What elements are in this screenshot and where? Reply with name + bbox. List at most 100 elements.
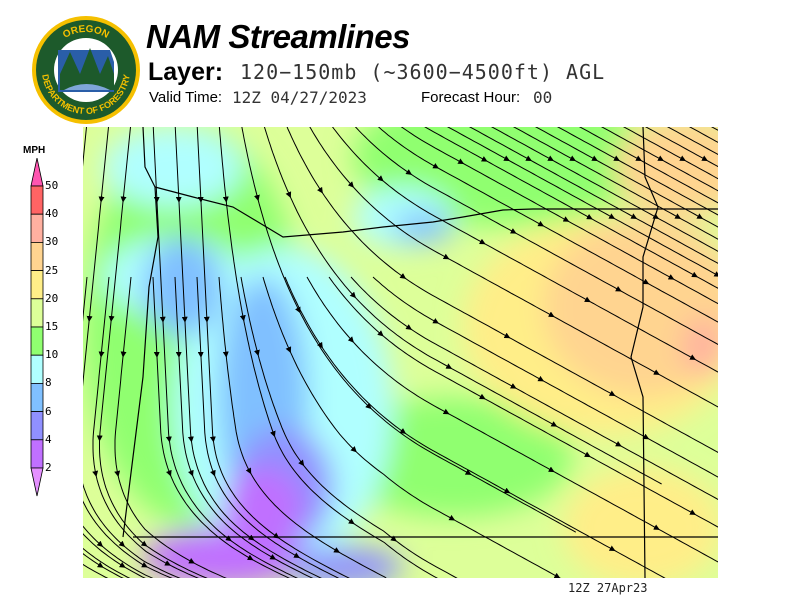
streamline-arrow bbox=[689, 354, 696, 360]
streamline bbox=[688, 127, 718, 143]
streamline-arrow bbox=[635, 155, 642, 162]
map-valid-time-footer: 12Z 27Apr23 bbox=[568, 581, 648, 595]
svg-text:OREGON: OREGON bbox=[61, 24, 111, 41]
streamline-arrow bbox=[442, 408, 450, 415]
streamline-arrow bbox=[390, 535, 397, 542]
streamline-arrow bbox=[285, 346, 292, 354]
streamline-arrow bbox=[584, 296, 591, 303]
streamline-arrow bbox=[272, 532, 280, 539]
streamline-arrow bbox=[652, 213, 660, 219]
colorbar-tick: 50 bbox=[45, 179, 59, 192]
streamline bbox=[196, 127, 350, 578]
colorbar-tick: 30 bbox=[45, 235, 59, 249]
streamline-arrow bbox=[295, 306, 301, 314]
streamline bbox=[512, 127, 718, 240]
streamline bbox=[666, 127, 718, 156]
streamline-arrow bbox=[349, 291, 356, 299]
streamline-arrow bbox=[350, 446, 357, 453]
streamline-arrow bbox=[377, 330, 384, 337]
streamline bbox=[263, 127, 662, 485]
colorbar-segment bbox=[30, 298, 44, 328]
streamline-arrow bbox=[547, 466, 555, 473]
streamline-arrow bbox=[503, 155, 510, 162]
colorbar-segment bbox=[30, 411, 44, 441]
streamline bbox=[622, 127, 718, 180]
streamline-arrow bbox=[547, 311, 555, 318]
streamline bbox=[490, 127, 718, 252]
streamline-arrow bbox=[97, 561, 104, 568]
streamline-arrow bbox=[509, 383, 517, 389]
streamline bbox=[644, 127, 718, 168]
streamline-map bbox=[83, 127, 718, 578]
streamline-arrow bbox=[377, 175, 384, 182]
streamline-arrow bbox=[405, 169, 413, 175]
colorbar-segment bbox=[30, 382, 44, 412]
streamline-arrow bbox=[642, 278, 650, 285]
streamline-arrow bbox=[657, 155, 664, 162]
streamline bbox=[152, 127, 298, 578]
streamline bbox=[241, 127, 577, 533]
streamline bbox=[284, 276, 666, 578]
streamline-arrow bbox=[653, 369, 660, 375]
streamline-arrow bbox=[245, 467, 252, 475]
streamline-arrow bbox=[114, 470, 121, 477]
streamline-arrow bbox=[586, 213, 593, 220]
streamline-arrow bbox=[333, 547, 341, 553]
streamlines bbox=[83, 127, 718, 578]
streamline-arrow bbox=[166, 469, 172, 477]
streamline-arrow bbox=[691, 271, 698, 278]
streamline-arrow bbox=[674, 213, 682, 219]
streamline-arrow bbox=[317, 186, 323, 194]
streamline-arrow bbox=[562, 216, 570, 222]
streamline-arrow bbox=[630, 213, 638, 219]
streamline-arrow bbox=[503, 332, 511, 339]
colorbar-under-triangle bbox=[30, 467, 44, 497]
colorbar-over-triangle bbox=[30, 158, 44, 187]
colorbar-segment bbox=[30, 242, 44, 272]
streamline-arrow bbox=[547, 155, 554, 162]
streamline-arrow bbox=[348, 518, 355, 525]
colorbar-tick: 25 bbox=[45, 263, 59, 277]
streamline-arrow bbox=[457, 158, 465, 164]
streamline bbox=[83, 553, 124, 578]
page-title: NAM Streamlines bbox=[146, 18, 410, 55]
streamline-arrow bbox=[118, 540, 126, 547]
streamline-arrow bbox=[615, 285, 622, 292]
streamline-arrow bbox=[701, 155, 708, 162]
streamline bbox=[556, 127, 718, 216]
streamline-arrow bbox=[140, 540, 148, 547]
valid-time-value: 12Z 04/27/2023 bbox=[232, 88, 367, 107]
layer-label: Layer: bbox=[148, 58, 224, 86]
streamline-arrow bbox=[615, 440, 622, 447]
streamline-arrow bbox=[509, 228, 517, 234]
streamline bbox=[446, 127, 718, 277]
streamline-arrow bbox=[188, 558, 195, 564]
streamline-arrow bbox=[503, 487, 511, 494]
streamline bbox=[83, 276, 173, 578]
streamline bbox=[578, 127, 718, 204]
streamline-arrow bbox=[432, 318, 440, 324]
streamline-arrow bbox=[448, 514, 456, 521]
oregon-department-of-forestry-logo: OREGON DEPARTMENT OF FORESTRY bbox=[32, 16, 140, 124]
colorbar-segment bbox=[30, 185, 44, 215]
colorbar-tick: 20 bbox=[45, 291, 59, 305]
colorbar-tick: 6 bbox=[45, 404, 52, 418]
streamline bbox=[240, 276, 458, 578]
streamline-arrow bbox=[225, 535, 232, 542]
colorbar-unit: MPH bbox=[23, 145, 46, 156]
colorbar-tick: 40 bbox=[45, 207, 59, 221]
streamline-arrow bbox=[537, 220, 545, 227]
forecast-hour-value: 00 bbox=[533, 88, 553, 107]
streamline-arrow bbox=[537, 375, 545, 382]
streamline bbox=[92, 276, 199, 578]
colorbar-tick: 15 bbox=[45, 320, 59, 333]
streamline-arrow bbox=[141, 561, 148, 568]
forecast-hour-label: Forecast Hour: bbox=[421, 89, 521, 106]
colorbar-segment bbox=[30, 213, 44, 243]
colorbar-segment bbox=[30, 439, 44, 469]
streamline-arrow bbox=[553, 572, 561, 578]
streamline bbox=[174, 127, 322, 578]
colorbar-segment bbox=[30, 270, 44, 300]
streamline bbox=[377, 127, 718, 323]
streamline-arrow bbox=[405, 324, 413, 330]
